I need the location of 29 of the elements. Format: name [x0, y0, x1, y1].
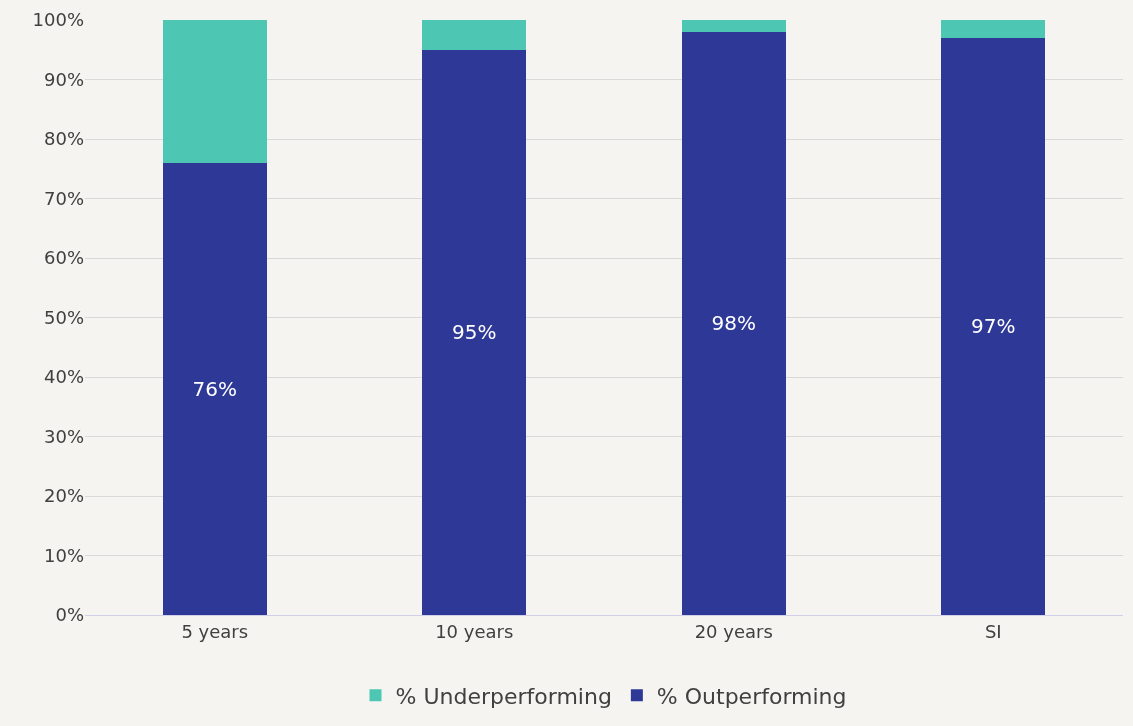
- y-tick-label: 30%: [43, 425, 84, 447]
- bar: [422, 20, 527, 50]
- data-label: 95%: [452, 320, 497, 345]
- x-tick-label: 5 years: [181, 620, 249, 642]
- x-tick-label: 10 years: [435, 620, 514, 642]
- bar: [162, 162, 267, 615]
- x-tick-label: 20 years: [694, 620, 773, 642]
- bar: [941, 20, 1046, 38]
- legend-label: % Outperforming: [656, 683, 847, 709]
- y-tick-label: 10%: [43, 544, 84, 566]
- bar: [681, 31, 786, 615]
- y-tick-label: 20%: [43, 485, 84, 507]
- data-label: 76%: [192, 376, 237, 401]
- bar: [422, 49, 527, 615]
- x-tick-label: SI: [984, 620, 1002, 642]
- y-tick-label: 80%: [43, 128, 84, 150]
- data-label: 98%: [711, 311, 756, 336]
- legend-label: % Underperforming: [395, 683, 612, 709]
- y-tick-label: 60%: [43, 247, 84, 269]
- y-tick-label: 70%: [43, 187, 84, 209]
- bar: [162, 20, 267, 163]
- data-label: 97%: [971, 314, 1016, 339]
- y-tick-label: 90%: [43, 68, 84, 90]
- bar: [941, 37, 1046, 615]
- y-tick-label: 40%: [43, 366, 84, 388]
- bar: [681, 20, 786, 32]
- y-tick-label: 0%: [55, 604, 84, 626]
- y-tick-label: 50%: [43, 306, 84, 328]
- y-tick-label: 100%: [32, 9, 84, 31]
